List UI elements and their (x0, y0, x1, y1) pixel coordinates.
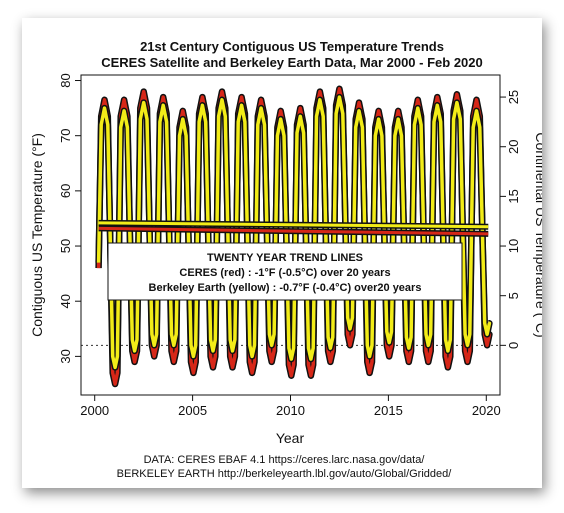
y-axis-label-left: Contiguous US Temperature (°F) (29, 133, 45, 337)
y-tick-label-left: 30 (58, 349, 73, 363)
x-tick-label: 2005 (178, 403, 207, 418)
x-tick-label: 2015 (374, 403, 403, 418)
y-axis-label-right: Continental US Temperature (°C) (533, 132, 542, 337)
x-tick-label: 2020 (472, 403, 501, 418)
annotation-ceres: CERES (red) : -1°F (-0.5°C) over 20 year… (179, 267, 390, 279)
temperature-chart: 21st Century Contiguous US Temperature T… (29, 39, 549, 480)
ceres-trend-line (98, 226, 489, 236)
chart-card: 21st Century Contiguous US Temperature T… (22, 18, 549, 488)
annotation-box (107, 242, 463, 301)
plot-marks (81, 85, 500, 388)
y-tick-label-right: 15 (506, 189, 521, 203)
y-tick-label-left: 50 (58, 239, 73, 253)
y-tick-label-right: 10 (506, 239, 521, 253)
x-tick-label: 2010 (276, 403, 305, 418)
y-tick-label-right: 20 (506, 139, 521, 153)
annotation-berkeley: Berkeley Earth (yellow) : -0.7°F (-0.4°C… (149, 282, 422, 294)
annotation-title: TWENTY YEAR TREND LINES (207, 252, 363, 264)
y-tick-label-left: 80 (58, 73, 73, 87)
trend-annotation: TWENTY YEAR TREND LINES CERES (red) : -1… (107, 242, 463, 301)
y-tick-label-left: 60 (58, 184, 73, 198)
x-tick-label: 2000 (80, 403, 109, 418)
y-tick-label-right: 5 (506, 292, 521, 299)
y-tick-label-right: 0 (506, 342, 521, 349)
chart-subtitle: CERES Satellite and Berkeley Earth Data,… (101, 55, 483, 70)
x-axis-label: Year (276, 430, 305, 446)
y-tick-label-right: 25 (506, 90, 521, 104)
y-tick-label-left: 70 (58, 128, 73, 142)
footer-line-1: DATA: CERES EBAF 4.1 https://ceres.larc.… (144, 454, 426, 466)
axes: 2000 2005 2010 2015 2020 30 40 50 60 70 80 0 5 10 15 20… (58, 73, 521, 418)
y-tick-label-left: 40 (58, 294, 73, 308)
berkeley-trend-line (98, 221, 489, 229)
footer-line-2: BERKELEY EARTH http://berkeleyearth.lbl.… (117, 468, 453, 480)
chart-title: 21st Century Contiguous US Temperature T… (140, 39, 444, 54)
berkeley-series-line (96, 95, 492, 370)
